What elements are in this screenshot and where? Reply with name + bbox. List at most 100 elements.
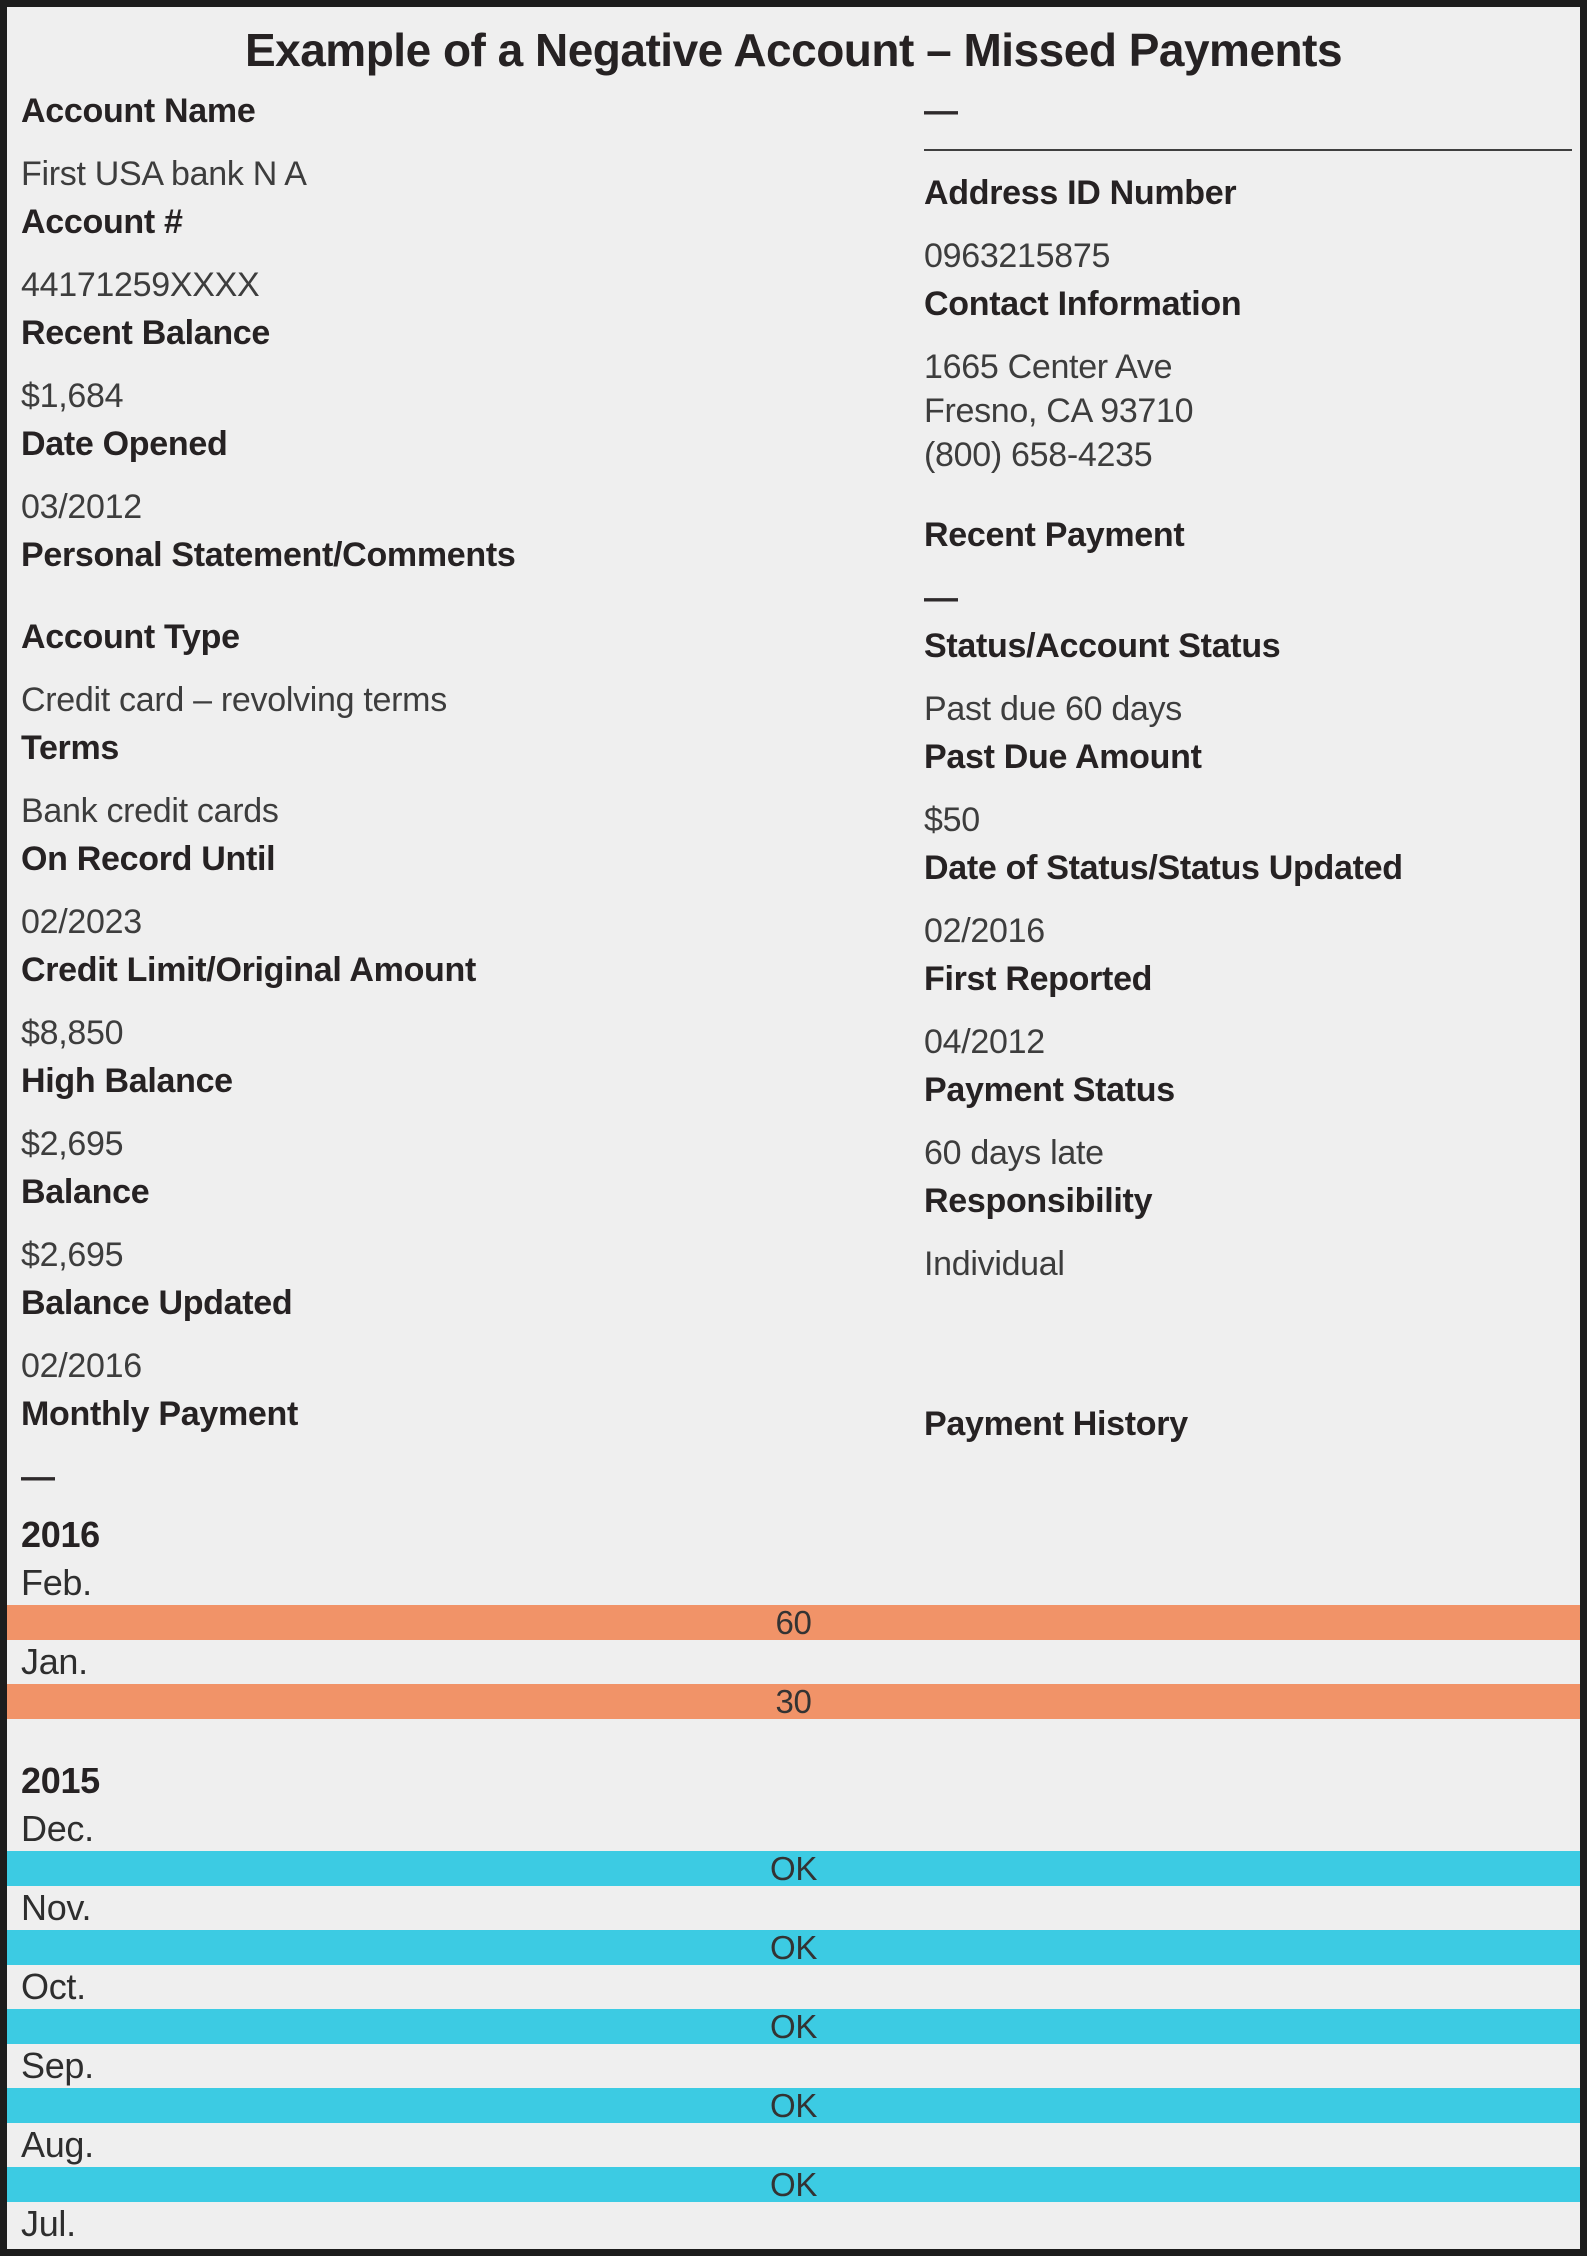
- field-recent-balance: Recent Balance $1,684: [21, 311, 924, 418]
- field-label: Address ID Number: [924, 174, 1237, 212]
- top-placeholder-value: —: [924, 92, 958, 130]
- field-label: Monthly Payment: [21, 1395, 298, 1433]
- payment-status-bar: OK: [7, 2165, 1580, 2203]
- field-contact-information: Contact Information 1665 Center Ave Fres…: [924, 282, 1572, 477]
- field-label: Status/Account Status: [924, 627, 1281, 665]
- field-label: Contact Information: [924, 285, 1242, 323]
- month-label: Dec.: [21, 1808, 94, 1849]
- month-label: Oct.: [21, 1966, 86, 2007]
- field-value: $2,695: [21, 1236, 124, 1274]
- field-label: Recent Balance: [21, 314, 271, 352]
- field-label: Past Due Amount: [924, 738, 1202, 776]
- field-past-due-amount: Past Due Amount $50: [924, 735, 1572, 842]
- payment-status-value: OK: [769, 1928, 818, 1966]
- field-value: First USA bank N A: [21, 155, 307, 193]
- address-block: 1665 Center Ave Fresno, CA 93710 (800) 6…: [924, 345, 1572, 477]
- month-label: Jan.: [21, 1641, 88, 1682]
- field-value: 60 days late: [924, 1134, 1104, 1172]
- field-address-id: Address ID Number 0963215875: [924, 171, 1572, 278]
- month-label: Aug.: [21, 2124, 94, 2165]
- field-date-of-status: Date of Status/Status Updated 02/2016: [924, 846, 1572, 953]
- field-label: Recent Payment: [924, 516, 1185, 554]
- field-value: $1,684: [21, 377, 124, 415]
- field-label: Account #: [21, 203, 183, 241]
- field-value: Individual: [924, 1245, 1065, 1283]
- field-monthly-payment: Monthly Payment —: [21, 1392, 924, 1499]
- field-label: First Reported: [924, 960, 1153, 998]
- field-label: Responsibility: [924, 1182, 1153, 1220]
- field-label: High Balance: [21, 1062, 233, 1100]
- field-value: 04/2012: [924, 1023, 1045, 1061]
- payment-status-value: 30: [775, 1682, 812, 1720]
- field-value: 03/2012: [21, 488, 142, 526]
- payment-status-bar: OK: [7, 2086, 1580, 2124]
- month-label: Nov.: [21, 1887, 92, 1928]
- column-divider-line: [924, 149, 1572, 151]
- field-value: 02/2023: [21, 903, 142, 941]
- field-label: Date Opened: [21, 425, 228, 463]
- left-column: Account Name First USA bank N A Account …: [21, 89, 924, 1503]
- field-payment-status: Payment Status 60 days late: [924, 1068, 1572, 1175]
- payment-status-bar: OK: [7, 1849, 1580, 1887]
- field-first-reported: First Reported 04/2012: [924, 957, 1572, 1064]
- year-header: 2016: [21, 1514, 100, 1555]
- page-title: Example of a Negative Account – Missed P…: [244, 24, 1343, 76]
- payment-status-value: OK: [769, 2007, 818, 2045]
- field-terms: Terms Bank credit cards: [21, 726, 924, 833]
- field-label: Date of Status/Status Updated: [924, 849, 1403, 887]
- field-value: —: [924, 579, 958, 617]
- field-on-record-until: On Record Until 02/2023: [21, 837, 924, 944]
- field-account-type: Account Type Credit card – revolving ter…: [21, 615, 924, 722]
- field-value: —: [21, 1458, 55, 1496]
- field-value: 02/2016: [21, 1347, 142, 1385]
- field-value: $2,695: [21, 1125, 124, 1163]
- field-account-status: Status/Account Status Past due 60 days: [924, 624, 1572, 731]
- payment-status-bar: OK: [7, 2007, 1580, 2045]
- field-balance-updated: Balance Updated 02/2016: [21, 1281, 924, 1388]
- year-header: 2015: [21, 1760, 100, 1801]
- field-value: Bank credit cards: [21, 792, 279, 830]
- payment-status-value: OK: [769, 1849, 818, 1887]
- field-label: Balance: [21, 1173, 150, 1211]
- month-label: Feb.: [21, 1562, 92, 1603]
- payment-history-section: 2016 Feb. 60 Jan. 30 2015 Dec. OK Nov. O…: [7, 1513, 1580, 2246]
- address-line: (800) 658-4235: [924, 436, 1153, 474]
- field-high-balance: High Balance $2,695: [21, 1059, 924, 1166]
- payment-status-bar: 60: [7, 1603, 1580, 1641]
- payment-status-value: 60: [775, 1603, 812, 1641]
- field-account-number: Account # 44171259XXXX: [21, 200, 924, 307]
- field-value: $8,850: [21, 1014, 124, 1052]
- payment-history-header: Payment History: [924, 1405, 1188, 1443]
- field-value: 44171259XXXX: [21, 266, 260, 304]
- field-label: Account Name: [21, 92, 256, 130]
- field-credit-limit: Credit Limit/Original Amount $8,850: [21, 948, 924, 1055]
- field-value: 0963215875: [924, 237, 1111, 275]
- field-label: Terms: [21, 729, 120, 767]
- field-label: Personal Statement/Comments: [21, 536, 516, 574]
- address-line: 1665 Center Ave: [924, 348, 1173, 386]
- field-value: $50: [924, 801, 980, 839]
- field-date-opened: Date Opened 03/2012: [21, 422, 924, 529]
- payment-status-value: OK: [769, 2086, 818, 2124]
- field-value: Credit card – revolving terms: [21, 681, 447, 719]
- payment-status-bar: 30: [7, 1682, 1580, 1720]
- field-label: On Record Until: [21, 840, 276, 878]
- address-line: Fresno, CA 93710: [924, 392, 1194, 430]
- field-account-name: Account Name First USA bank N A: [21, 89, 924, 196]
- field-value: Past due 60 days: [924, 690, 1182, 728]
- field-personal-statement: Personal Statement/Comments: [21, 533, 924, 577]
- field-value: 02/2016: [924, 912, 1045, 950]
- field-label: Payment Status: [924, 1071, 1175, 1109]
- field-label: Balance Updated: [21, 1284, 293, 1322]
- right-column: — Address ID Number 0963215875 Contact I…: [924, 89, 1580, 1446]
- month-label: Jul.: [21, 2203, 76, 2244]
- detail-columns: Account Name First USA bank N A Account …: [7, 89, 1580, 1503]
- payment-status-bar: OK: [7, 1928, 1580, 1966]
- field-responsibility: Responsibility Individual: [924, 1179, 1572, 1286]
- field-balance: Balance $2,695: [21, 1170, 924, 1277]
- field-label: Account Type: [21, 618, 240, 656]
- field-label: Credit Limit/Original Amount: [21, 951, 476, 989]
- payment-status-value: OK: [769, 2165, 818, 2203]
- field-recent-payment: Recent Payment —: [924, 513, 1572, 620]
